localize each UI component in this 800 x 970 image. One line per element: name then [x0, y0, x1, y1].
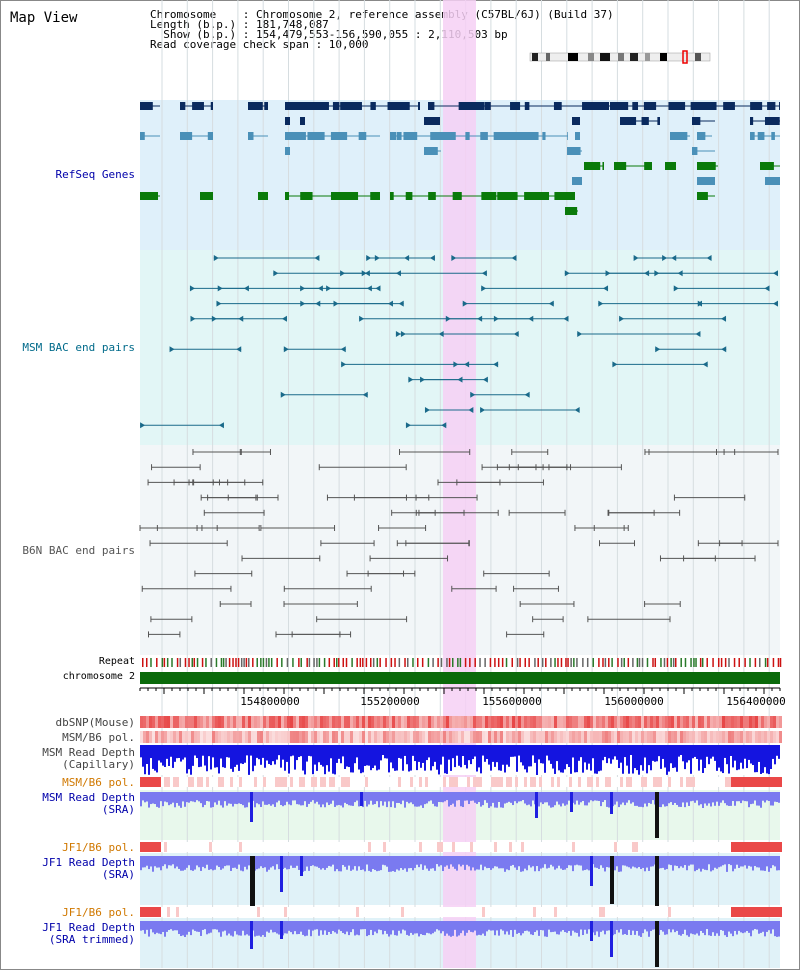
axis-tick-label: 155600000 [482, 695, 542, 708]
axis-tick-label: 156000000 [604, 695, 664, 708]
track-label-jf1-b6-pol-1: JF1/B6 pol. [62, 841, 135, 854]
track-label-refseq: RefSeq Genes [55, 168, 135, 181]
axis-tick-label: 154800000 [240, 695, 300, 708]
track-label-repeat: Repeat [98, 656, 135, 667]
page-title: Map View [10, 10, 78, 26]
axis-tick-label: 156400000 [726, 695, 786, 708]
axis-tick-label: 155200000 [360, 695, 420, 708]
track-label-jf1-b6-pol-2: JF1/B6 pol. [62, 906, 135, 919]
track-label-jf1-depth-trim: JF1 Read Depth [42, 921, 135, 934]
jf1-b6-pol-1-track [140, 842, 780, 852]
length-line: Length (b.p.) : 181,748,087 [150, 18, 329, 31]
track-label-msm-bac: MSM BAC end pairs [22, 341, 135, 354]
track-label-jf1-depth-sub: (SRA) [101, 868, 135, 881]
msm-b6-pol-2-track [140, 777, 780, 787]
ideogram-position-marker [682, 50, 688, 64]
track-label-b6n-bac: B6N BAC end pairs [22, 544, 135, 557]
track-label-msm-depth-sra-sub: (SRA) [101, 803, 135, 816]
track-label-dbsnp: dbSNP(Mouse) [55, 716, 135, 729]
coverage-line: Read coverage check span : 10,000 [150, 38, 369, 51]
track-label-msm-depth-cap-sub: (Capillary) [62, 758, 135, 771]
track-label-jf1-depth-trim-sub: (SRA trimmed) [48, 933, 135, 946]
track-label-msm-depth-sra: MSM Read Depth [42, 791, 135, 804]
track-label-msm-b6-pol-2: MSM/B6 pol. [62, 776, 135, 789]
jf1-b6-pol-2-track [140, 907, 780, 917]
track-label-msm-depth-cap: MSM Read Depth [42, 746, 135, 759]
track-label-msm-b6-pol-1: MSM/B6 pol. [62, 731, 135, 744]
track-label-jf1-depth: JF1 Read Depth [42, 856, 135, 869]
track-label-chromosome: chromosome 2 [62, 671, 135, 682]
